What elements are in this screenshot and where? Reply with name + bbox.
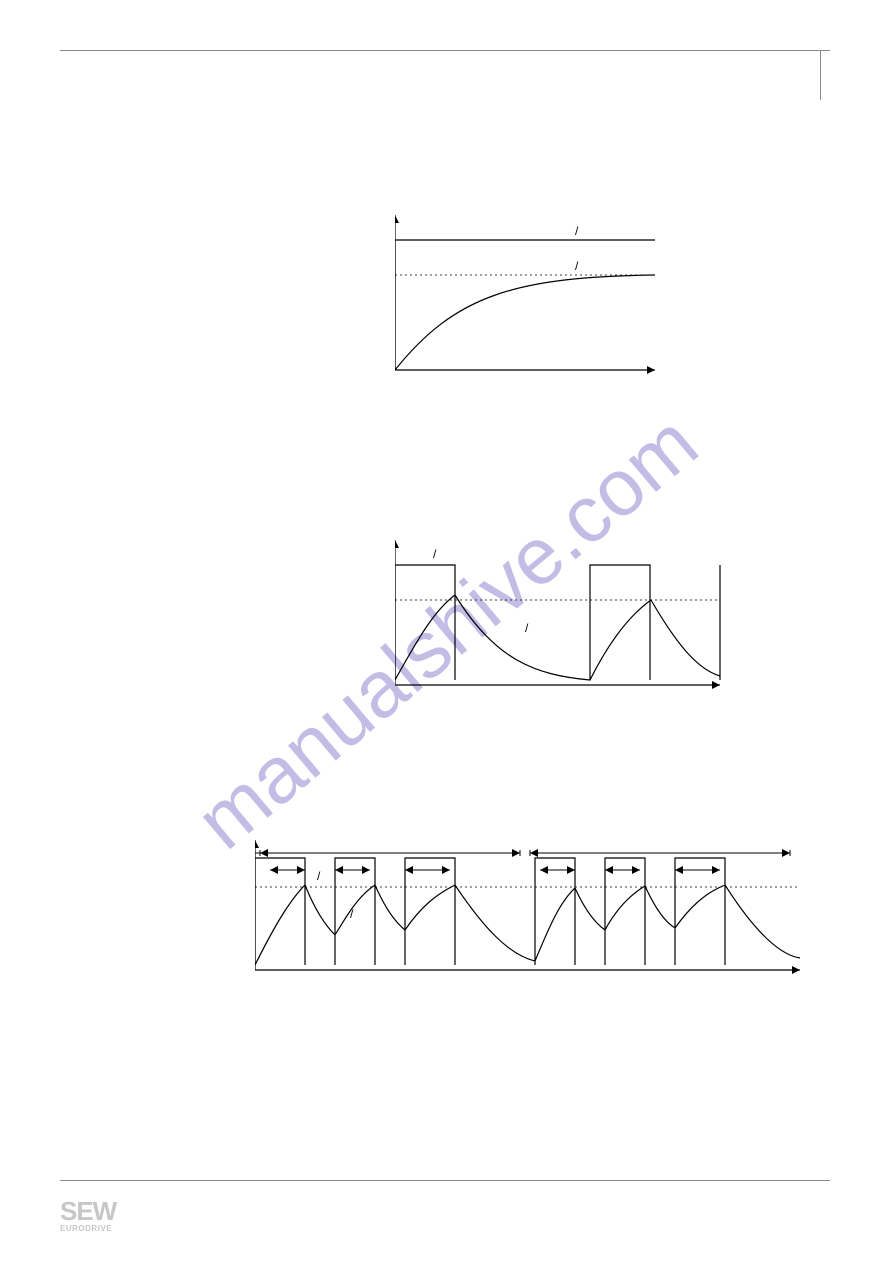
footer-rule (60, 1180, 830, 1181)
chart-pulse-single: // (395, 540, 740, 700)
chart-continuous-operation: // (395, 215, 680, 390)
header-divider (820, 50, 821, 100)
svg-text:/: / (317, 869, 321, 883)
logo-main-text: SEW (60, 1198, 116, 1224)
svg-text:/: / (575, 259, 579, 273)
chart-pulse-cyclic: // (255, 840, 815, 985)
brand-logo: SEW EURODRIVE (60, 1198, 116, 1233)
svg-text:/: / (575, 224, 579, 238)
svg-text:/: / (350, 907, 354, 921)
header-rule (60, 50, 830, 51)
svg-text:/: / (525, 621, 529, 635)
svg-text:/: / (433, 547, 437, 561)
logo-sub-text: EURODRIVE (60, 1224, 116, 1233)
